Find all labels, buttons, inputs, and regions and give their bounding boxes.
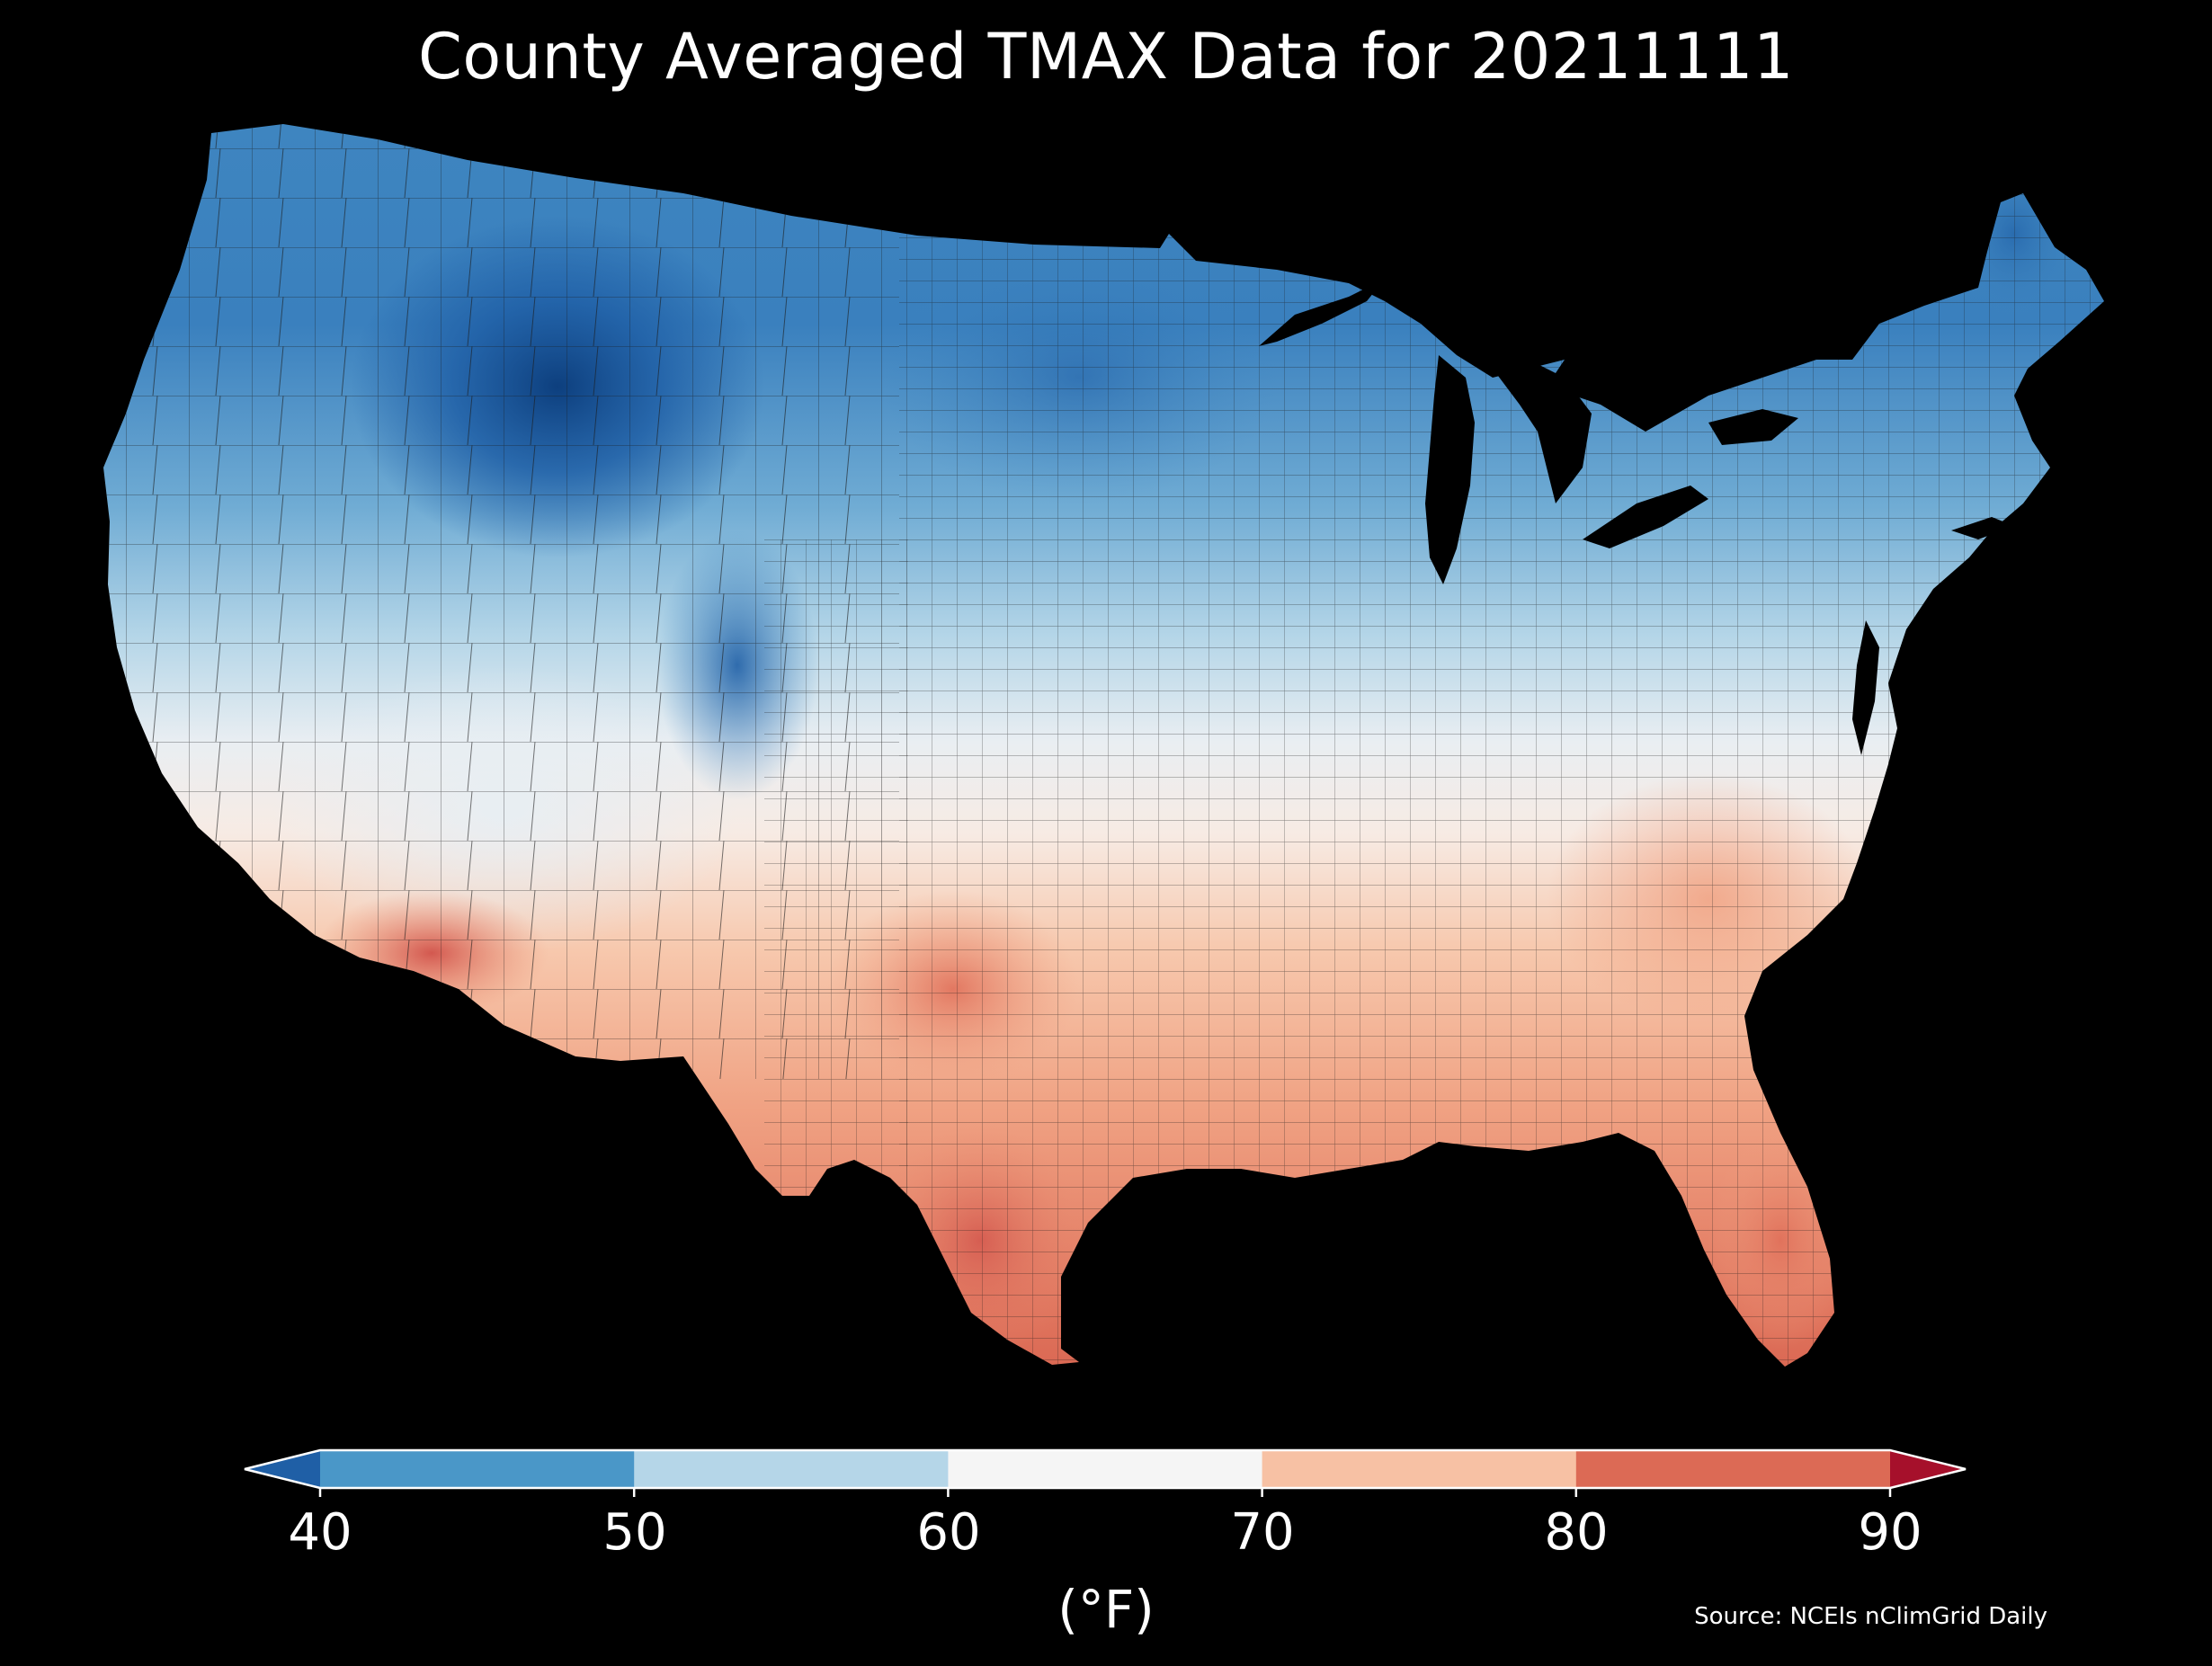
us-county-map xyxy=(103,124,2104,1367)
coastal-waters xyxy=(1852,517,2014,755)
colorbar-extend-low xyxy=(245,1450,320,1488)
county-choropleth xyxy=(103,124,2104,1367)
colorbar xyxy=(0,1439,2212,1666)
colorbar-tick-label: 60 xyxy=(916,1503,981,1562)
colorbar-tick-label: 90 xyxy=(1858,1503,1922,1562)
colorbar-bin xyxy=(634,1450,949,1488)
colorbar-tick-label: 70 xyxy=(1230,1503,1295,1562)
colorbar-tick-label: 40 xyxy=(288,1503,352,1562)
great-lakes xyxy=(1259,279,1798,584)
colorbar-bin xyxy=(1262,1450,1577,1488)
source-credit: Source: NCEIs nClimGrid Daily xyxy=(1694,1603,2047,1630)
colorbar-extend-high xyxy=(1890,1450,1966,1488)
colorbar-units-label: (°F) xyxy=(1057,1579,1155,1640)
colorbar-bin xyxy=(948,1450,1263,1488)
colorbar-tick-label: 80 xyxy=(1544,1503,1609,1562)
colorbar-tick-label: 50 xyxy=(602,1503,667,1562)
map-title: County Averaged TMAX Data for 20211111 xyxy=(417,20,1795,94)
colorbar-bin xyxy=(1575,1450,1891,1488)
colorbar-bin xyxy=(320,1450,635,1488)
